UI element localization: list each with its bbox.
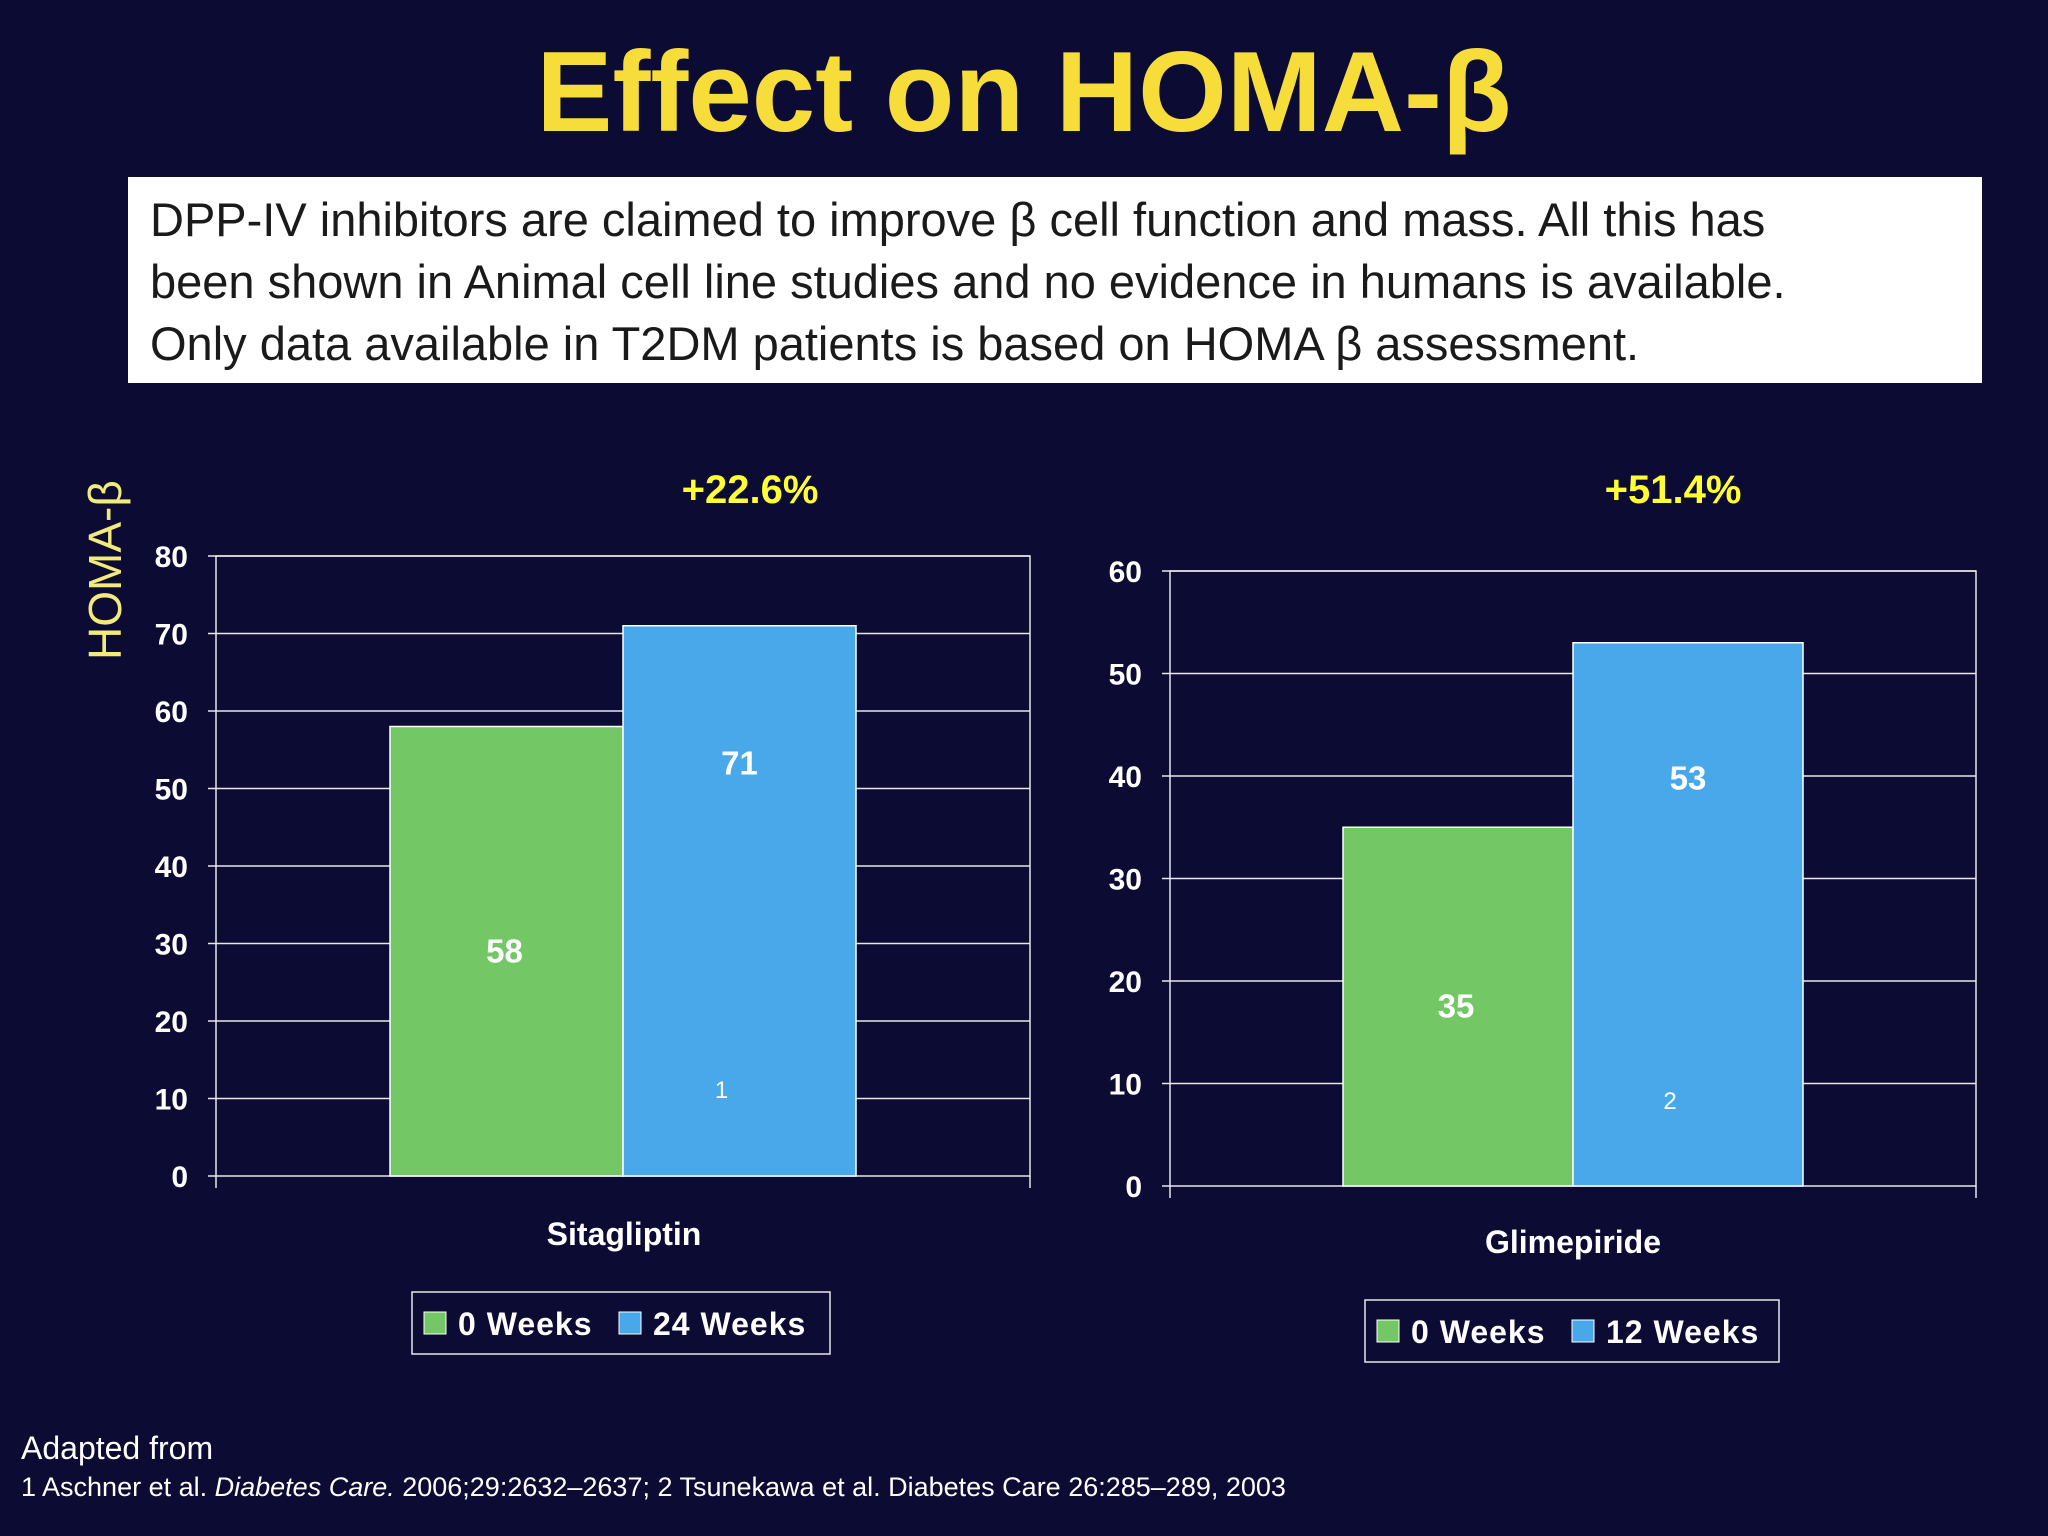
y-tick-label: 20 — [1109, 966, 1142, 999]
y-tick-label: 80 — [155, 541, 188, 574]
footer-adapted-from: Adapted from — [21, 1430, 214, 1466]
y-tick-label: 40 — [155, 851, 188, 884]
ref-1-journal: Diabetes Care. — [214, 1472, 395, 1502]
bar-data-label: 71 — [721, 744, 758, 781]
y-tick-label: 10 — [1109, 1069, 1142, 1102]
x-category-label: Sitagliptin — [547, 1216, 702, 1252]
ref-rest: 2006;29:2632–2637; 2 Tsunekawa et al. Di… — [394, 1472, 1286, 1502]
bar-data-label: 58 — [486, 932, 523, 969]
reference-marker: 1 — [715, 1077, 728, 1104]
y-tick-label: 30 — [1109, 864, 1142, 897]
y-tick-label: 20 — [155, 1006, 188, 1039]
footer-references: 1 Aschner et al. Diabetes Care. 2006;29:… — [21, 1470, 1286, 1504]
legend-swatch — [618, 1311, 642, 1335]
y-tick-label: 60 — [155, 696, 188, 729]
legend-entry: 0 Weeks — [1411, 1314, 1546, 1350]
bar-12-weeks — [1572, 642, 1804, 1187]
slide-title: Effect on HOMA-β — [536, 29, 1512, 156]
y-tick-label: 0 — [1125, 1171, 1142, 1204]
legend-entry: 0 Weeks — [458, 1306, 593, 1342]
bar-0-weeks — [1342, 826, 1574, 1187]
y-tick-label: 10 — [155, 1084, 188, 1117]
legend-swatch — [1376, 1319, 1400, 1343]
legend-entry: 12 Weeks — [1606, 1314, 1759, 1350]
reference-marker: 2 — [1663, 1088, 1676, 1115]
bar-data-label: 35 — [1438, 988, 1475, 1025]
ref-1-prefix: 1 Aschner et al. — [21, 1472, 215, 1502]
y-tick-label: 30 — [155, 929, 188, 962]
y-tick-label: 60 — [1109, 556, 1142, 589]
bar-24-weeks — [622, 625, 857, 1177]
intro-line: Only data available in T2DM patients is … — [150, 317, 1640, 370]
legend-entry: 24 Weeks — [653, 1306, 806, 1342]
legend-box — [411, 1291, 831, 1355]
legend-box — [1364, 1299, 1780, 1363]
legend-swatch — [1571, 1319, 1595, 1343]
y-tick-label: 70 — [155, 619, 188, 652]
intro-line: DPP-IV inhibitors are claimed to improve… — [150, 193, 1766, 246]
y-tick-label: 0 — [171, 1161, 188, 1194]
y-tick-label: 50 — [155, 774, 188, 807]
x-category-label: Glimepiride — [1485, 1224, 1661, 1260]
y-tick-label: 50 — [1109, 659, 1142, 692]
bar-data-label: 53 — [1670, 760, 1707, 797]
legend-swatch — [423, 1311, 447, 1335]
intro-text-box: DPP-IV inhibitors are claimed to improve… — [128, 177, 1982, 383]
percent-change-annotation: +51.4% — [1605, 468, 1742, 512]
intro-line: been shown in Animal cell line studies a… — [150, 255, 1786, 308]
percent-change-annotation: +22.6% — [682, 468, 819, 512]
y-tick-label: 40 — [1109, 761, 1142, 794]
